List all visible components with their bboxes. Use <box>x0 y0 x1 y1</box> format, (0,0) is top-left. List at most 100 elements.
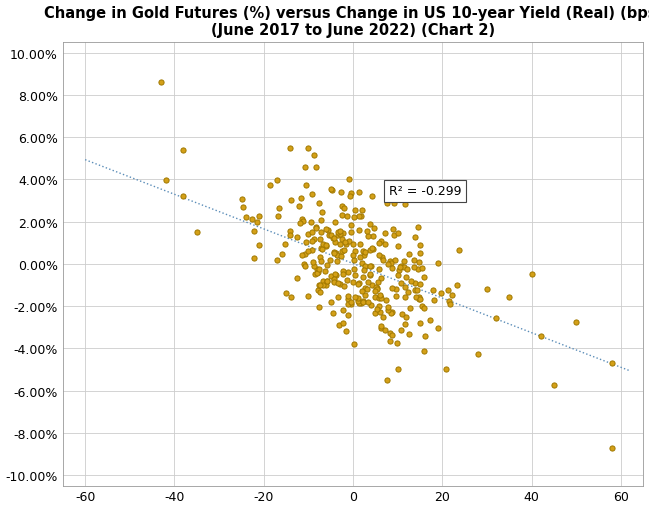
Point <box>296 195 306 203</box>
Point <box>307 246 317 254</box>
Point <box>337 271 348 279</box>
Point <box>341 327 352 335</box>
Point <box>436 289 447 297</box>
Point <box>374 302 384 310</box>
Point <box>391 293 401 301</box>
Point <box>415 319 426 327</box>
Point <box>341 276 352 285</box>
Point <box>384 329 395 337</box>
Point <box>311 224 321 232</box>
Point <box>252 219 262 227</box>
Point <box>367 245 377 253</box>
Point <box>315 281 325 289</box>
Point <box>398 257 409 265</box>
Point <box>397 310 407 319</box>
Point <box>363 232 373 240</box>
Point <box>284 227 295 235</box>
Point <box>371 285 382 293</box>
Point <box>419 273 430 281</box>
Point <box>312 269 322 277</box>
Point <box>359 251 369 260</box>
Point <box>336 188 347 196</box>
Point <box>363 298 373 306</box>
Point <box>375 322 386 330</box>
Point <box>413 259 424 267</box>
Point <box>322 277 332 285</box>
Point <box>349 256 359 264</box>
Point <box>452 281 462 289</box>
Point <box>347 298 357 306</box>
Point <box>348 240 358 248</box>
Point <box>309 151 319 159</box>
Point <box>315 288 325 296</box>
Point <box>377 257 387 265</box>
Point <box>571 318 582 326</box>
Point <box>286 294 296 302</box>
Title: Change in Gold Futures (%) versus Change in US 10-year Yield (Real) (bps)
(June : Change in Gold Futures (%) versus Change… <box>43 6 649 38</box>
Point <box>607 360 617 368</box>
Point <box>322 278 332 286</box>
Point <box>360 292 371 300</box>
Point <box>273 212 284 220</box>
Point <box>374 291 385 299</box>
Point <box>307 237 317 245</box>
Point <box>414 295 424 303</box>
Point <box>332 258 342 266</box>
Point <box>393 242 404 250</box>
Point <box>335 280 345 289</box>
Point <box>389 200 399 208</box>
Point <box>363 279 373 287</box>
Point <box>400 321 410 329</box>
Point <box>390 256 400 264</box>
Point <box>433 259 443 267</box>
Point <box>354 212 364 220</box>
Point <box>344 176 354 184</box>
Point <box>405 304 415 313</box>
Point <box>354 241 365 249</box>
Point <box>357 206 367 214</box>
Point <box>337 236 347 244</box>
Point <box>354 253 365 262</box>
Point <box>348 278 358 287</box>
Point <box>413 266 423 274</box>
Point <box>333 294 343 302</box>
Point <box>386 309 396 318</box>
Text: R² = -0.299: R² = -0.299 <box>389 185 461 198</box>
Point <box>191 229 202 237</box>
Point <box>360 248 371 257</box>
Point <box>302 230 313 238</box>
Point <box>293 203 304 211</box>
Point <box>404 250 415 259</box>
Point <box>607 444 617 452</box>
Point <box>316 244 326 252</box>
Point <box>444 297 454 305</box>
Point <box>331 272 341 280</box>
Point <box>387 331 397 340</box>
Point <box>321 243 332 251</box>
Point <box>300 263 310 271</box>
Point <box>307 228 317 236</box>
Point <box>303 145 313 153</box>
Point <box>326 298 336 306</box>
Point <box>337 211 347 219</box>
Point <box>429 297 439 305</box>
Point <box>286 196 296 205</box>
Point <box>404 330 414 338</box>
Point <box>400 273 411 281</box>
Point <box>369 224 379 232</box>
Point <box>329 235 339 243</box>
Point <box>297 251 307 259</box>
Point <box>415 249 425 257</box>
Point <box>317 209 327 217</box>
Point <box>386 259 397 267</box>
Point <box>254 213 264 221</box>
Point <box>316 257 326 265</box>
Point <box>303 247 313 256</box>
Point <box>358 297 368 305</box>
Point <box>380 326 390 334</box>
Point <box>330 218 340 227</box>
Point <box>411 293 421 301</box>
Point <box>312 223 322 231</box>
Point <box>291 234 302 242</box>
Point <box>373 278 383 286</box>
